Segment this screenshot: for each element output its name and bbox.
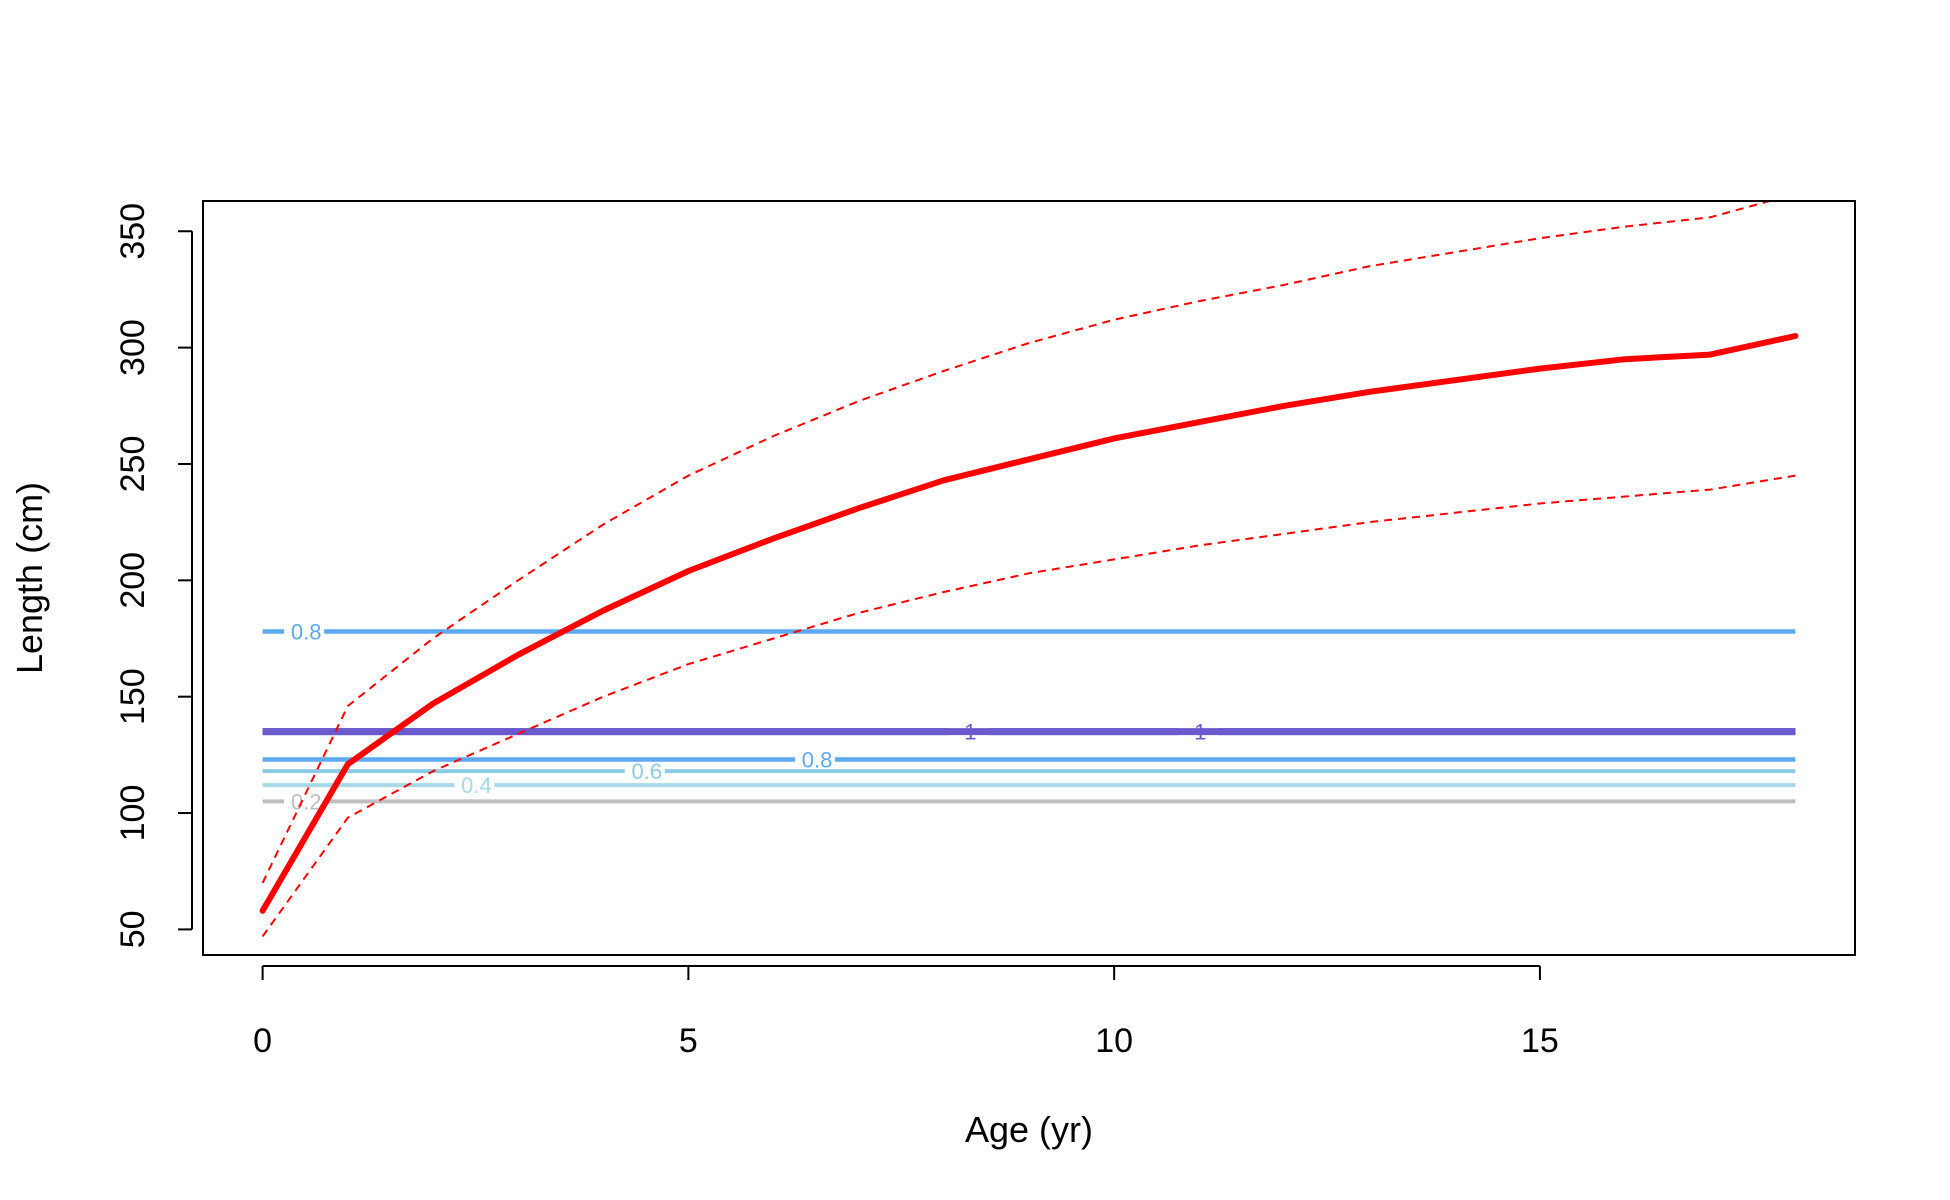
x-tick-label: 0: [253, 1022, 272, 1060]
y-axis-title: Length (cm): [9, 482, 50, 674]
x-tick-label: 15: [1521, 1022, 1559, 1060]
contour-label: 0.6: [631, 759, 662, 784]
contour-label: 0.4: [461, 773, 492, 798]
mean-growth-line: [259, 333, 1799, 914]
x-tick-label: 10: [1095, 1022, 1133, 1060]
upper-interval-line: [261, 201, 1774, 884]
lower-interval-line: [261, 474, 1796, 937]
y-tick-label: 100: [114, 785, 152, 842]
y-tick-label: 50: [114, 910, 152, 948]
plot-frame: [202, 200, 1856, 956]
contour-label: 1: [1194, 720, 1206, 745]
x-axis: 0 5 10 15: [253, 965, 1559, 1060]
x-axis-title: Age (yr): [965, 1109, 1093, 1150]
growth-series: [259, 201, 1799, 937]
y-tick-label: 250: [114, 436, 152, 493]
y-axis: 50 100 150 200 250 300 350: [114, 203, 193, 948]
contour-label: 0.8: [291, 620, 322, 645]
contour-label: 0.8: [802, 748, 833, 773]
x-tick-label: 5: [679, 1022, 698, 1060]
y-tick-label: 300: [114, 319, 152, 376]
y-tick-label: 200: [114, 552, 152, 609]
y-tick-label: 350: [114, 203, 152, 260]
y-tick-label: 150: [114, 668, 152, 725]
contour-lines: 0.20.40.60.8110.8: [262, 620, 1796, 814]
